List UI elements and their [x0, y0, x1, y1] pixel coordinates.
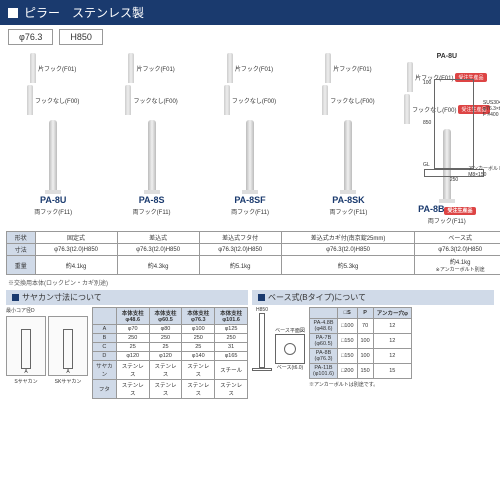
model-code: PA-8SK	[332, 195, 364, 205]
product-PA-8SF: 片フック(F01) フックなし(F00) PA-8SF 両フック(F11)	[203, 53, 297, 225]
cell-dim: φ76.3(t2.0)H850	[281, 244, 415, 256]
cell-shape: 固定式	[35, 232, 117, 244]
cell-weight: 約5.3kg	[281, 256, 415, 275]
cell-shape: 差込式カギ付(南京錠25mm)	[281, 232, 415, 244]
cell-shape: ベース式	[415, 232, 500, 244]
row-dim: 寸法φ76.3(t2.0)H850φ76.3(t2.0)H850φ76.3(t2…	[7, 244, 500, 256]
cell-weight: 約5.1kg	[199, 256, 281, 275]
product-PA-8S: 片フック(F01) フックなし(F00) PA-8S 両フック(F11)	[104, 53, 198, 225]
base-side-diagram: H850	[252, 307, 272, 371]
model-code: PA-8U	[40, 195, 66, 205]
product-PA-8U: 片フック(F01) フックなし(F00) PA-8U 両フック(F11)	[6, 53, 100, 225]
cell-shape: 差込式	[117, 232, 199, 244]
hook-type: 両フック(F11)	[231, 207, 269, 216]
sayakan-section: サヤカン寸法について 最小コア径D A A Sサヤカン SKサヤカン 本体支柱 …	[6, 290, 248, 399]
bottom-sections: サヤカン寸法について 最小コア径D A A Sサヤカン SKサヤカン 本体支柱 …	[0, 288, 500, 401]
row-shape: 形状固定式差込式差込式フタ付差込式カギ付(南京錠25mm)ベース式	[7, 232, 500, 244]
tech-gl: GL	[423, 162, 430, 168]
cell-dim: φ76.3(t2.0)H850	[35, 244, 117, 256]
base-note: ※アンカーボルトは別途です。	[309, 381, 412, 388]
pillar-illustration	[148, 120, 156, 190]
cell-dim: φ76.3(t2.0)H850	[199, 244, 281, 256]
pillar-illustration	[246, 120, 254, 190]
section-square-icon	[12, 294, 19, 301]
variant-kata: 片フック(F01)	[333, 64, 371, 73]
spec-row: φ76.3 H850	[0, 25, 500, 49]
base-header: ベース式(Bタイプ)について	[252, 290, 494, 305]
variant-nashi: フックなし(F00)	[330, 96, 374, 105]
badge: 受注生産品	[444, 207, 475, 215]
cell-weight: 約4.3kg	[117, 256, 199, 275]
variant-kata: 片フック(F01)	[136, 64, 174, 73]
header-square-icon	[8, 8, 18, 18]
cell-dim: φ76.3(t2.0)H850	[415, 244, 500, 256]
variant-nashi: フックなし(F00)	[35, 96, 79, 105]
pillar-illustration	[49, 120, 57, 190]
row-weight: 重量約4.1kg約4.3kg約5.1kg約5.3kg約4.1kg※アンカーボルト…	[7, 256, 500, 275]
model-code: PA-8S	[139, 195, 165, 205]
sayakan-table: 本体支柱 φ48.6本体支柱 φ60.5本体支柱 φ76.3本体支柱 φ101.…	[92, 307, 248, 399]
replace-note: ※交換用本体(ロックピン・カギ別途)	[0, 277, 500, 288]
model-code: PA-8B受注生産品	[418, 204, 475, 214]
tech-h1: 100	[423, 80, 431, 86]
header-title: ピラー ステンレス製	[24, 4, 144, 21]
hook-type: 両フック(F11)	[133, 207, 171, 216]
tech-h850: 850	[423, 120, 431, 126]
product-PA-8SK: 片フック(F01) フックなし(F00) PA-8SK 両フック(F11)	[301, 53, 395, 225]
cell-dim: φ76.3(t2.0)H850	[117, 244, 199, 256]
spec-diameter: φ76.3	[8, 29, 53, 45]
hook-type: 両フック(F11)	[329, 207, 367, 216]
cell-weight: 約4.1kg※アンカーボルト別途	[415, 256, 500, 275]
sk-sayakan-diagram: A	[48, 316, 88, 376]
s-sayakan-diagram: A	[6, 316, 46, 376]
product-info-table: 形状固定式差込式差込式フタ付差込式カギ付(南京錠25mm)ベース式 寸法φ76.…	[6, 231, 500, 275]
technical-drawing: SUS304 φ76.3×t2 F #400 アンカーボルト M8×150 10…	[414, 79, 494, 199]
base-plan-diagram: ベース平面図 ベース(t6.0)	[275, 327, 305, 371]
variant-nashi: フックなし(F00)	[133, 96, 177, 105]
base-section: ベース式(Bタイプ)について H850 ベース平面図 ベース(t6.0) □	[252, 290, 494, 399]
core-label: 最小コア径D	[6, 307, 88, 314]
variant-kata: 片フック(F01)	[38, 64, 76, 73]
variant-nashi: フックなし(F00)	[232, 96, 276, 105]
pillar-illustration	[344, 120, 352, 190]
section-square-icon	[258, 294, 265, 301]
tech-anchor: アンカーボルト M8×150	[468, 165, 500, 178]
base-table: □SPアンカー穴φPA-4.8B (φ48.6)□1007012PA-7B (φ…	[309, 307, 412, 379]
cell-weight: 約4.1kg	[35, 256, 117, 275]
tech-material: SUS304 φ76.3×t2 F #400	[483, 100, 500, 118]
model-code: PA-8SF	[234, 195, 265, 205]
cell-shape: 差込式フタ付	[199, 232, 281, 244]
top-model: PA-8U	[437, 53, 457, 60]
hook-type: 両フック(F11)	[428, 216, 466, 225]
variant-kata: 片フック(F01)	[235, 64, 273, 73]
page-header: ピラー ステンレス製	[0, 0, 500, 25]
sayakan-header: サヤカン寸法について	[6, 290, 248, 305]
spec-height: H850	[59, 29, 103, 45]
hook-type: 両フック(F11)	[34, 207, 72, 216]
